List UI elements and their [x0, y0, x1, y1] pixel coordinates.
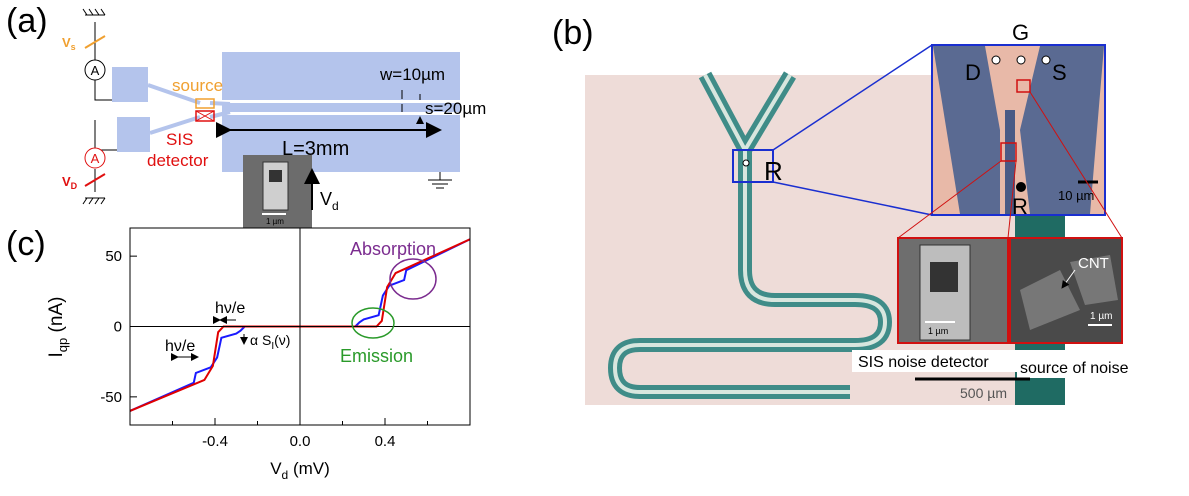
detector-label: detector — [147, 151, 209, 170]
slot — [222, 100, 460, 103]
r-label: R — [764, 156, 783, 186]
scale-label: 1 µm — [928, 326, 948, 336]
ammeter — [84, 59, 106, 81]
x-tick-label: 0.4 — [375, 433, 396, 450]
zoom-line — [897, 91, 1123, 239]
pad — [112, 67, 148, 102]
highlight — [389, 258, 437, 300]
x-tick-label: -0.4 — [202, 433, 228, 450]
ground-symbol — [428, 172, 452, 189]
sem-feature — [930, 262, 958, 292]
slot — [222, 112, 460, 115]
vs-label: Vs — [62, 35, 76, 52]
s-label: s=20µm — [425, 99, 486, 118]
marker — [991, 55, 1001, 65]
lead — [147, 83, 231, 135]
zoom-line — [772, 44, 933, 216]
caption-box — [1017, 350, 1172, 378]
marker — [1016, 182, 1026, 192]
marker — [1041, 55, 1051, 65]
source-box — [195, 98, 215, 109]
scale-label: 1 µm — [1090, 311, 1112, 322]
g-label: G — [1012, 20, 1029, 45]
vd-label: Vd — [320, 189, 339, 213]
caption-box — [852, 350, 1017, 372]
zoom-box — [1016, 79, 1031, 93]
pad — [117, 117, 150, 152]
ground-symbol — [82, 8, 106, 205]
scale-label: 500 µm — [960, 385, 1007, 401]
inset-region — [933, 46, 1104, 214]
scale-label: 10 µm — [1058, 188, 1094, 203]
ammeter — [84, 147, 106, 169]
w-label: w=10µm — [379, 65, 445, 84]
panel-label: (c) — [6, 225, 46, 263]
y-axis-label: Iqp (nA) — [46, 297, 70, 358]
y-tick-label: 0 — [114, 319, 122, 336]
zoom-box — [1000, 142, 1017, 162]
waveguide-gap — [612, 73, 888, 394]
annotation: hν/e — [165, 338, 195, 355]
detector-box — [195, 110, 215, 122]
y-tick-label: -50 — [100, 389, 122, 406]
annotation: Absorption — [350, 239, 436, 259]
panel-c: (c) Vd (mV) Iqp (nA) 50 0 -50 0.4 0.0 -0.4 Ab… — [6, 225, 471, 482]
cnt-arrow — [1061, 269, 1076, 289]
sem-feature — [1020, 255, 1118, 330]
panel-b: (b) R G D S R 10 µm 1 µm CNT 1 µm — [552, 14, 1172, 405]
y-tick-label: 50 — [105, 248, 122, 265]
inset-region — [1005, 110, 1015, 214]
marker — [742, 159, 750, 167]
panel-a: (a) source SIS detector w=10µm s=20µm L=… — [6, 2, 486, 228]
cnt-label: CNT — [1078, 255, 1109, 272]
panel-label: (a) — [6, 2, 48, 40]
source-caption: source of noise — [1020, 360, 1129, 377]
annotation: hν/e — [215, 300, 245, 317]
d-label: D — [965, 60, 981, 85]
zoom-box — [732, 149, 774, 183]
x-tick-label: 0.0 — [290, 433, 311, 450]
vs-source — [84, 35, 106, 49]
annotation: α SI(ν) — [250, 332, 290, 352]
scale-label: 1 µm — [266, 217, 284, 226]
length-label: L=3mm — [282, 138, 349, 160]
plot-frame — [129, 227, 471, 426]
sis-label: SIS — [166, 130, 193, 149]
dim-arrow — [401, 90, 420, 124]
marker — [1016, 55, 1026, 65]
sem-feature — [262, 161, 289, 211]
s-label: S — [1052, 60, 1067, 85]
sis-caption: SIS noise detector — [858, 354, 989, 371]
x-axis-label: Vd (mV) — [270, 459, 330, 482]
annotation: Emission — [340, 346, 413, 366]
panel-label: (b) — [552, 14, 594, 52]
ammeter-label: A — [91, 63, 100, 78]
highlight — [351, 307, 395, 339]
detector-cross — [195, 110, 215, 122]
vd-source — [84, 173, 106, 187]
source-label: source — [172, 76, 223, 95]
sem-feature — [269, 170, 282, 182]
vD-label: VD — [62, 174, 78, 191]
ammeter-label: A — [91, 151, 100, 166]
r-inset-label: R — [1012, 194, 1028, 219]
sem-feature — [919, 244, 971, 341]
